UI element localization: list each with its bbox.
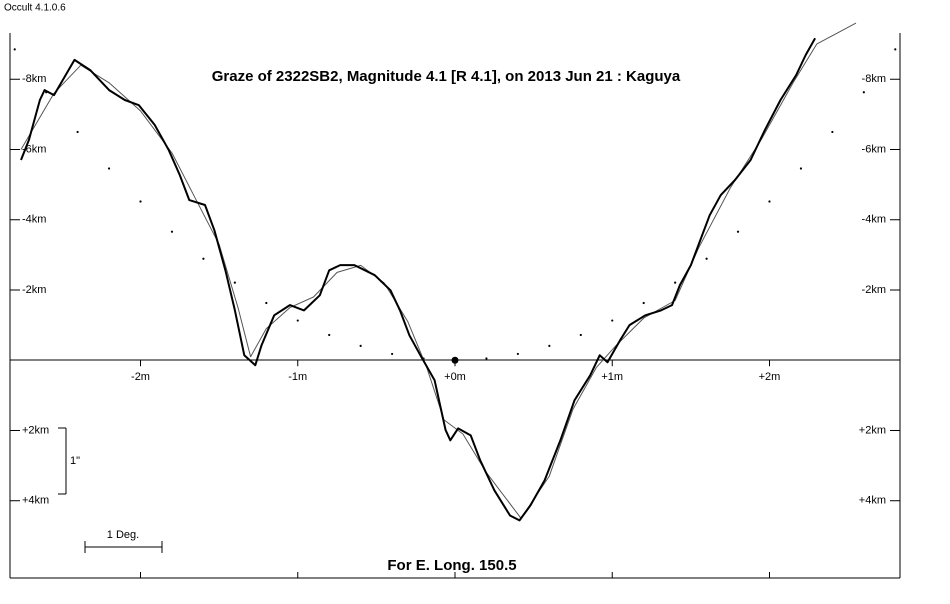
- limb-dot: [76, 130, 79, 134]
- scale-bar-label: 1": [70, 455, 80, 467]
- limb-dot: [202, 257, 205, 260]
- x-tick-label: +2m: [759, 371, 781, 383]
- y-tick-label: -6km: [22, 143, 46, 155]
- limb-dot: [799, 167, 803, 170]
- limb-dot: [107, 167, 111, 170]
- limb-dot: [391, 352, 394, 356]
- y-tick-label: +2km: [859, 424, 886, 436]
- limb-dot: [516, 352, 519, 356]
- app-title: Occult 4.1.0.6: [4, 3, 66, 14]
- y-tick-label: -2km: [22, 284, 46, 296]
- y-tick-label: -4km: [862, 214, 886, 226]
- y-tick-label: -2km: [862, 284, 886, 296]
- center-point: [451, 356, 459, 364]
- limb-dot: [359, 344, 362, 347]
- limb-dot: [768, 200, 771, 203]
- y-tick-label: +4km: [22, 495, 49, 507]
- scale-bar-label: 1 Deg.: [107, 529, 139, 541]
- limb-dot: [233, 281, 236, 284]
- limb-dot: [328, 333, 331, 337]
- plot-area: [13, 22, 897, 522]
- limb-dot: [265, 301, 268, 305]
- x-tick-label: +1m: [601, 371, 623, 383]
- profile-line: [20, 22, 857, 519]
- limb-dot: [579, 333, 582, 337]
- limb-dot: [139, 200, 142, 203]
- y-tick-label: +4km: [859, 495, 886, 507]
- limb-dot: [674, 281, 677, 284]
- limb-dot: [705, 257, 708, 260]
- limb-dot: [831, 130, 834, 134]
- limb-dot: [170, 230, 174, 233]
- profile-line: [20, 37, 816, 522]
- footer: For E. Long. 150.5: [387, 557, 516, 574]
- y-tick-label: -8km: [862, 73, 886, 85]
- limb-dot: [13, 48, 16, 51]
- limb-dot: [296, 319, 299, 322]
- chart-title: Graze of 2322SB2, Magnitude 4.1 [R 4.1],…: [212, 68, 681, 85]
- limb-dot: [485, 357, 488, 360]
- x-tick-label: +0m: [444, 371, 466, 383]
- y-tick-label: -4km: [22, 214, 46, 226]
- x-tick-label: -2m: [131, 371, 150, 383]
- x-tick-label: -1m: [288, 371, 307, 383]
- limb-dot: [894, 48, 897, 51]
- limb-dot: [862, 91, 865, 94]
- y-tick-label: -8km: [22, 73, 46, 85]
- limb-dot: [642, 301, 645, 305]
- limb-dot: [736, 230, 740, 233]
- limb-dot: [548, 344, 551, 347]
- y-tick-label: +2km: [22, 424, 49, 436]
- y-tick-label: -6km: [862, 143, 886, 155]
- limb-dot: [611, 319, 614, 322]
